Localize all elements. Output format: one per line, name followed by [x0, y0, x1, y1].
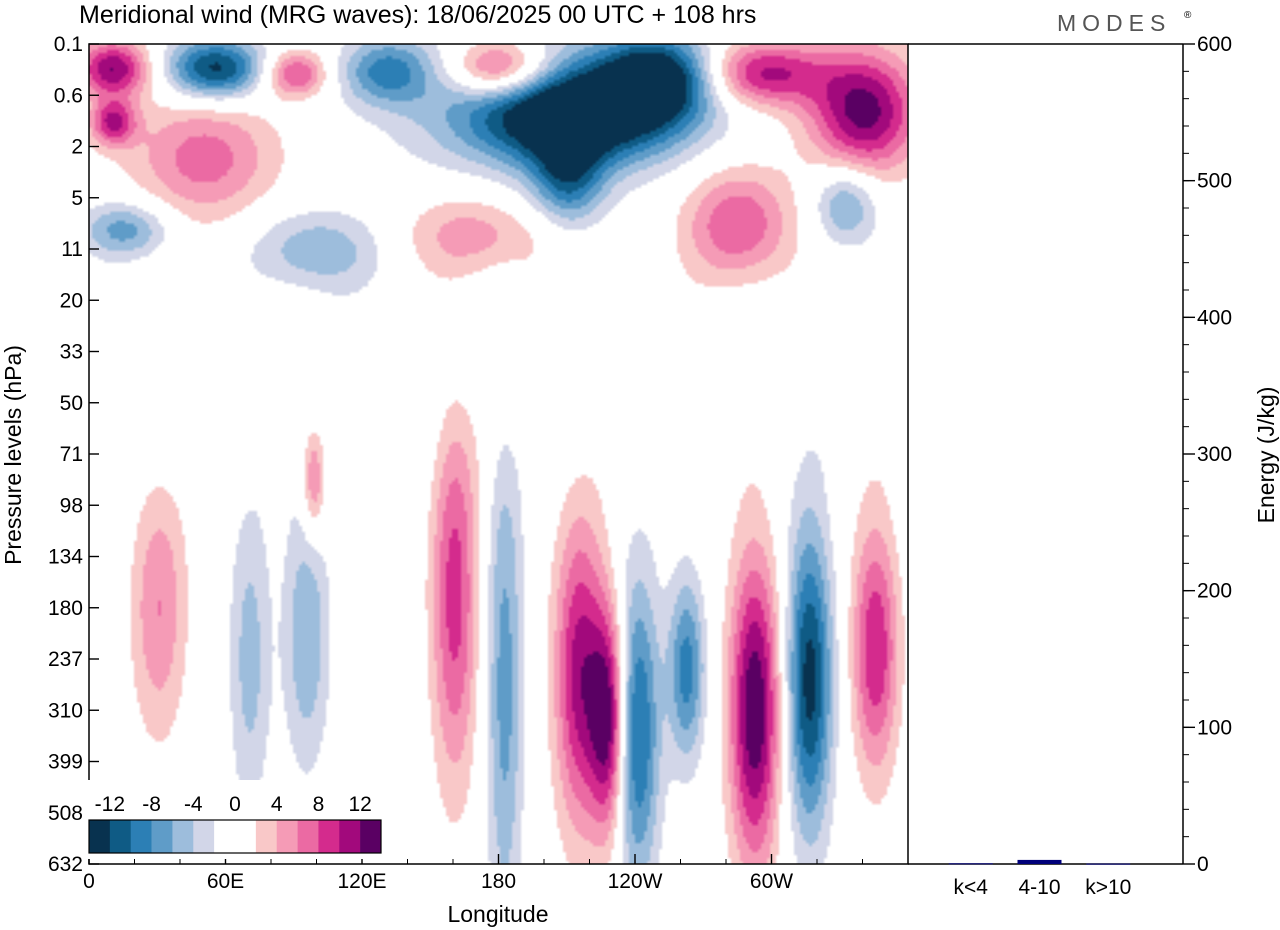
- colorbar-swatch: [130, 820, 152, 853]
- y-tick-label: 98: [60, 494, 83, 517]
- energy-tick-label: 300: [1197, 443, 1232, 466]
- y-tick-label: 237: [48, 648, 83, 671]
- x-tick-label: 120E: [337, 870, 386, 893]
- x-tick-label: 120W: [608, 870, 663, 893]
- colorbar-swatch: [276, 820, 298, 853]
- y-tick-label: 632: [48, 853, 83, 876]
- y-tick-label: 11: [61, 238, 83, 261]
- y-tick-label: 134: [48, 546, 83, 569]
- y-tick-label: 310: [48, 699, 83, 722]
- y-tick-label: 71: [60, 443, 83, 466]
- energy-bar: [948, 863, 993, 865]
- y-axis-label: Pressure levels (hPa): [0, 345, 26, 565]
- energy-bars: k<4 4-10 k>10: [948, 859, 1131, 899]
- x-axis: 0 60E 120E 180 120W 60W: [83, 854, 909, 893]
- energy-bar: [1086, 863, 1131, 865]
- energy-tick-label: 100: [1197, 716, 1232, 739]
- x-tick-label: 180: [481, 870, 516, 893]
- colorbar-swatch: [89, 820, 111, 853]
- energy-y-axis: 0 100 200 300 400 500 600: [1183, 33, 1232, 876]
- y-tick-label: 2: [71, 136, 83, 159]
- energy-category-label: k>10: [1085, 876, 1131, 899]
- y-tick-label: 33: [60, 341, 83, 364]
- modes-logo: MODES: [1057, 10, 1171, 36]
- logo-registered-mark: ®: [1184, 10, 1192, 21]
- energy-category-label: 4-10: [1018, 876, 1060, 899]
- energy-tick-label: 600: [1197, 33, 1232, 56]
- energy-tick-label: 0: [1197, 853, 1209, 876]
- colorbar-legend: -12 -8 -4 0 4 8 12: [83, 780, 387, 859]
- colorbar-label: 0: [229, 793, 241, 816]
- colorbar-swatch: [214, 820, 236, 853]
- y-tick-label: 0.1: [54, 33, 83, 56]
- y-tick-label: 5: [71, 187, 83, 210]
- colorbar-label: 4: [271, 793, 283, 816]
- colorbar-swatch: [318, 820, 340, 853]
- colorbar-swatch: [172, 820, 194, 853]
- colorbar-swatch: [193, 820, 215, 853]
- y-tick-label: 20: [60, 289, 83, 312]
- energy-category-label: k<4: [954, 876, 989, 899]
- chart-title: Meridional wind (MRG waves): 18/06/2025 …: [79, 1, 756, 29]
- energy-tick-label: 500: [1197, 170, 1232, 193]
- colorbar-swatch: [109, 820, 132, 853]
- colorbar-label: 8: [313, 793, 325, 816]
- y-tick-label: 50: [60, 392, 83, 415]
- y-tick-label: 180: [48, 597, 83, 620]
- colorbar-label: -12: [95, 793, 125, 816]
- colorbar-swatch: [360, 820, 382, 853]
- x-tick-label: 60W: [750, 870, 793, 893]
- y-axis: 0.1 0.6 2 5 11 20 33 50 71 98 134 180 237 310 399 508 63…: [48, 33, 99, 876]
- colorbar-swatch: [235, 820, 257, 853]
- x-axis-label: Longitude: [447, 901, 548, 927]
- colorbar-swatch: [255, 820, 278, 853]
- y-tick-label: 508: [48, 802, 83, 825]
- y-tick-label: 0.6: [54, 84, 83, 107]
- energy-panel: 0 100 200 300 400 500 600 k<4 4-10 k>10 Energy (…: [908, 33, 1279, 899]
- wind-field-contours: [89, 44, 908, 864]
- energy-axis-label: Energy (J/kg): [1253, 387, 1279, 524]
- x-tick-label: 60E: [207, 870, 244, 893]
- energy-tick-label: 200: [1197, 580, 1232, 603]
- colorbar-swatch: [339, 820, 361, 853]
- colorbar-label: 12: [348, 793, 371, 816]
- colorbar-frame: [88, 819, 382, 854]
- colorbar-swatch: [297, 820, 319, 853]
- colorbar-label: -8: [142, 793, 161, 816]
- colorbar-label: -4: [184, 793, 203, 816]
- x-tick-label: 0: [83, 870, 95, 893]
- energy-tick-label: 400: [1197, 306, 1232, 329]
- colorbar-swatch: [151, 820, 173, 853]
- hovmoller-panel: 0 60E 120E 180 120W 60W 0.1 0.6 2 5 11 20 33 50 71 98 1…: [0, 33, 909, 927]
- y-tick-label: 399: [48, 751, 83, 774]
- energy-bar: [1017, 859, 1062, 864]
